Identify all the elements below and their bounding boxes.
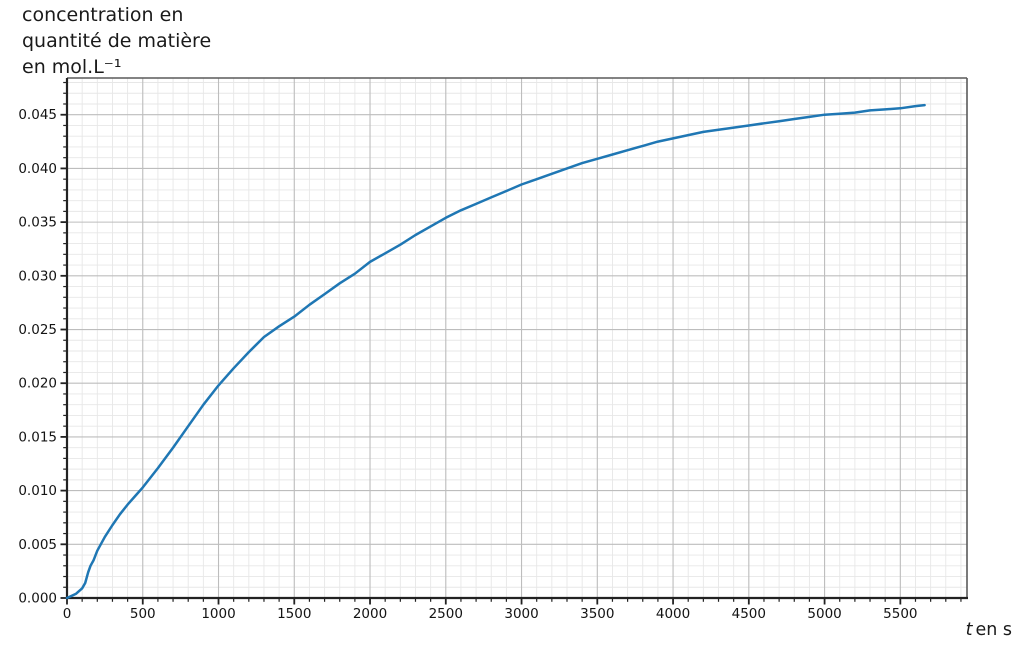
y-tick-label: 0.015 xyxy=(18,429,57,445)
chart-title-line: quantité de matière xyxy=(22,30,212,52)
x-tick-label: 4000 xyxy=(656,606,690,622)
y-tick-label: 0.030 xyxy=(18,268,57,284)
x-axis-label-variable: t xyxy=(965,620,973,640)
x-tick-label: 2500 xyxy=(429,606,463,622)
x-tick-label: 0 xyxy=(63,606,72,622)
x-tick-label: 5000 xyxy=(807,606,841,622)
chart-title: concentration en quantité de matière en … xyxy=(22,2,211,80)
chart-title-line: en mol.L⁻¹ xyxy=(22,56,122,78)
y-tick-label: 0.000 xyxy=(18,591,57,607)
x-axis-label: t en s xyxy=(966,620,1012,640)
x-axis-label-unit: en s xyxy=(975,620,1012,640)
y-tick-label: 0.040 xyxy=(18,161,57,177)
y-tick-label: 0.035 xyxy=(18,215,57,231)
y-tick-label: 0.005 xyxy=(18,537,57,553)
x-tick-label: 4500 xyxy=(732,606,766,622)
x-tick-label: 2000 xyxy=(353,606,387,622)
x-tick-label: 3500 xyxy=(580,606,614,622)
y-tick-label: 0.045 xyxy=(18,107,57,123)
x-tick-label: 500 xyxy=(130,606,156,622)
x-tick-label: 5500 xyxy=(883,606,917,622)
y-tick-label: 0.010 xyxy=(18,483,57,499)
chart-title-line: concentration en xyxy=(22,4,184,26)
x-tick-label: 1000 xyxy=(201,606,235,622)
data-series-line xyxy=(65,103,926,600)
x-tick-label: 3000 xyxy=(504,606,538,622)
y-tick-label: 0.020 xyxy=(18,376,57,392)
x-tick-label: 1500 xyxy=(277,606,311,622)
y-tick-label: 0.025 xyxy=(18,322,57,338)
